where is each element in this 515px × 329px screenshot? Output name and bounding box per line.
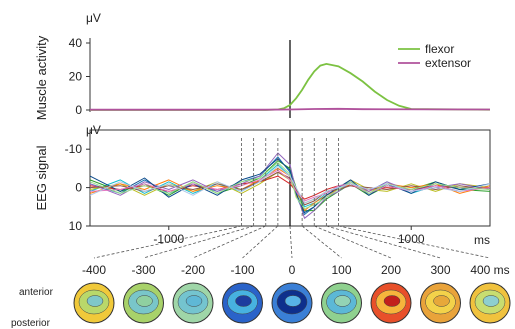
topo-time-label: 0	[289, 263, 296, 277]
eeg-y-axis-label: EEG signal	[34, 145, 49, 210]
topo-time-label: 100	[331, 263, 351, 277]
topo-map-core	[284, 295, 302, 307]
topo-map-core	[433, 295, 450, 307]
muscle-unit-label: μV	[86, 11, 101, 25]
muscle-y-tick-label: 0	[75, 103, 82, 117]
muscle-axes: 0 20 40	[69, 36, 291, 118]
row-label-posterior: posterior	[11, 318, 51, 329]
marker-connector	[93, 225, 242, 259]
topo-time-label: -200	[181, 263, 205, 277]
marker-connectors	[93, 225, 491, 259]
series-line-flexor	[90, 62, 491, 111]
marker-connector	[301, 225, 342, 259]
marker-connector	[143, 225, 254, 259]
marker-connector	[289, 225, 293, 259]
topo-map-core	[383, 295, 401, 307]
topo-time-label: 300	[430, 263, 450, 277]
eeg-x-tick-label: 1000	[398, 232, 425, 246]
topo-time-label: -100	[230, 263, 254, 277]
eeg-y-tick-label: 10	[69, 219, 83, 233]
muscle-y-axis-label: Muscle activity	[34, 35, 49, 120]
eeg-series	[89, 152, 491, 219]
eeg-x-tick-label: -1000	[153, 232, 184, 246]
eeg-channel-line	[89, 166, 491, 204]
x-unit-label: ms	[474, 233, 490, 247]
topo-time-label: -300	[131, 263, 155, 277]
topo-time-label: 200	[381, 263, 401, 277]
marker-connector	[242, 225, 279, 259]
legend-label-extensor: extensor	[425, 56, 471, 70]
marker-connector	[314, 225, 392, 259]
topo-map-core	[136, 295, 153, 307]
topo-map-core	[185, 295, 203, 307]
eeg-y-tick-label: 0	[75, 181, 82, 195]
marker-connector	[192, 225, 266, 259]
legend-label-flexor: flexor	[425, 42, 454, 56]
muscle-series	[90, 62, 491, 111]
marker-connector	[338, 225, 491, 259]
topo-time-label: 400 ms	[470, 263, 509, 277]
topo-map-core	[235, 295, 252, 307]
series-line-extensor	[90, 107, 491, 111]
topo-map-core	[482, 295, 500, 307]
row-label-anterior: anterior	[19, 287, 54, 298]
eeg-channel-line	[89, 162, 491, 210]
muscle-y-tick-label: 40	[69, 36, 83, 50]
eeg-y-tick-label: -10	[65, 142, 83, 156]
topo-map-core	[86, 295, 104, 307]
topo-time-label: -400	[82, 263, 106, 277]
muscle-y-tick-label: 20	[69, 70, 83, 84]
topography-panel: anterior posterior -400 -300 -200 -100 0 100 2…	[11, 263, 511, 329]
topo-map-core	[334, 295, 351, 307]
